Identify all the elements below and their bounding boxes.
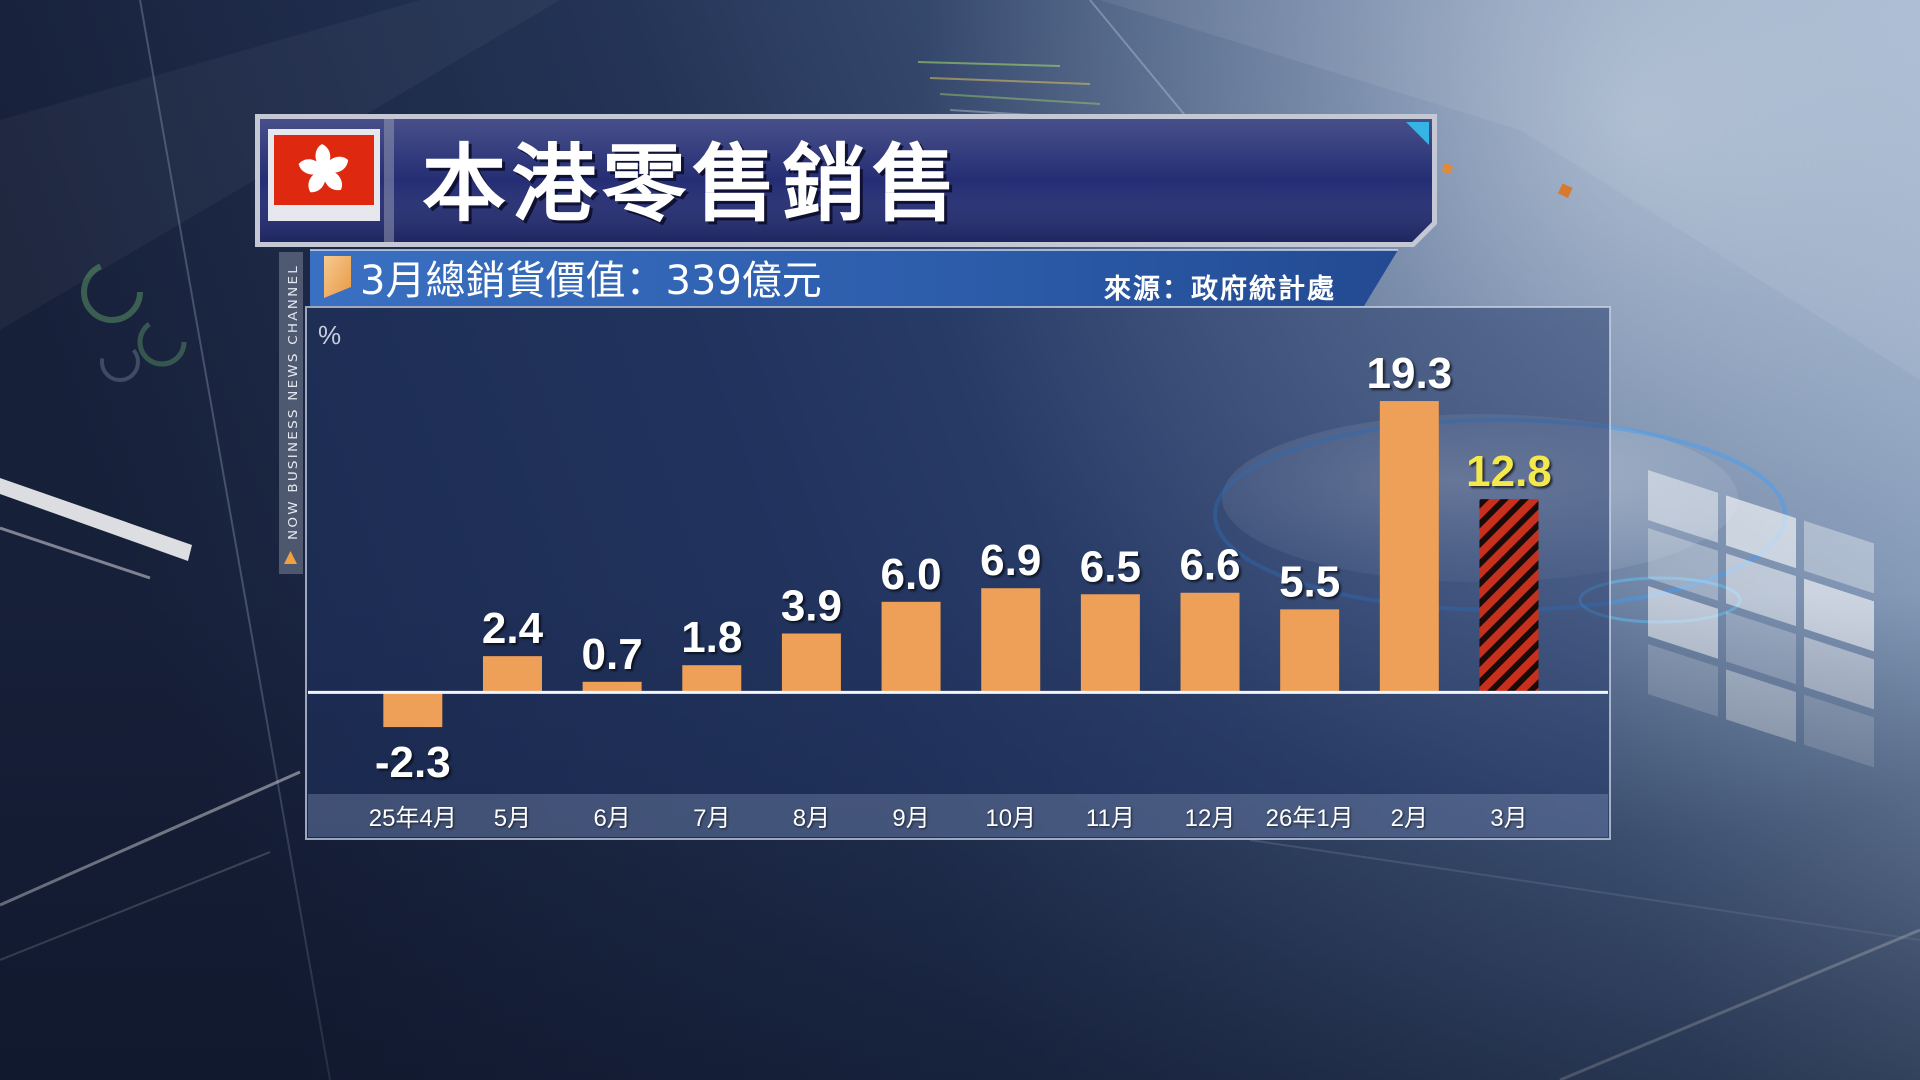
bar-6 (881, 601, 941, 693)
channel-strip (279, 252, 303, 574)
bar-11 (1379, 401, 1439, 693)
y-unit-label: % (318, 320, 341, 350)
category-label-10: 26年1月 (1266, 805, 1354, 832)
value-label-7: 6.9 (980, 536, 1041, 585)
channel-name: NOW BUSINESS NEWS CHANNEL (286, 264, 300, 540)
orange-tab-marker-icon (324, 256, 351, 298)
value-label-6: 6.0 (880, 550, 941, 599)
category-label-8: 11月 (1086, 805, 1135, 832)
bar-1 (383, 692, 443, 728)
value-label-1: -2.3 (375, 738, 451, 787)
data-source: 來源：政府統計處 (1104, 273, 1336, 305)
value-label-4: 1.8 (681, 613, 742, 662)
bar-9 (1180, 592, 1240, 693)
category-label-3: 6月 (593, 805, 630, 832)
category-label-1: 25年4月 (369, 805, 457, 832)
category-label-5: 8月 (793, 805, 830, 832)
category-labels: 25年4月 5月 6月 7月 8月 9月 10月 11月 12月 26年1月 2月 3月 (369, 805, 1528, 832)
bar-series (383, 401, 1539, 728)
bar-10 (1280, 609, 1340, 693)
bar-8 (1080, 594, 1140, 693)
bar-4 (682, 665, 742, 693)
title-banner: 本港零售銷售 (255, 114, 1437, 247)
bar-12 (1479, 499, 1539, 693)
bar-3 (582, 681, 642, 693)
category-label-12: 3月 (1490, 805, 1527, 832)
bar-5 (781, 633, 841, 693)
category-label-7: 10月 (985, 805, 1036, 832)
bauhinia-icon (298, 144, 349, 193)
flag-separator (384, 119, 394, 242)
category-label-11: 2月 (1391, 805, 1428, 832)
value-label-3: 0.7 (582, 630, 643, 679)
category-label-6: 9月 (892, 805, 929, 832)
bar-7 (981, 588, 1041, 693)
value-label-5: 3.9 (781, 582, 842, 631)
hong-kong-flag-icon (268, 129, 380, 221)
value-label-8: 6.5 (1080, 542, 1141, 591)
value-labels: -2.3 2.4 0.7 1.8 3.9 6.0 6.9 6.5 6.6 5.5 19.3 12.8 (375, 349, 1552, 787)
value-label-9: 6.6 (1179, 541, 1240, 590)
category-label-2: 5月 (494, 805, 531, 832)
chart-subtitle: 3月總銷貨價值：339億元 (360, 258, 822, 304)
subheader-bar: 3月總銷貨價值：339億元 來源：政府統計處 (310, 249, 1398, 306)
value-label-12: 12.8 (1466, 447, 1552, 496)
category-band (308, 794, 1608, 837)
title-banner-sheen (260, 119, 1432, 242)
chart-title: 本港零售銷售 (422, 135, 962, 233)
channel-branding: NOW BUSINESS NEWS CHANNEL (279, 252, 303, 574)
bar-2 (482, 656, 542, 693)
category-label-4: 7月 (693, 805, 730, 832)
value-label-2: 2.4 (482, 604, 544, 653)
value-label-10: 5.5 (1279, 557, 1340, 606)
subheader-fill (310, 250, 1398, 306)
category-label-9: 12月 (1185, 805, 1236, 832)
value-label-11: 19.3 (1367, 349, 1453, 398)
chart: % -2.3 2.4 0.7 1.8 3.9 6.0 6.9 6.5 6.6 5.5 19.3 12.… (305, 306, 1611, 840)
orange-triangle-icon (284, 551, 297, 564)
corner-accent-icon (1406, 122, 1429, 145)
